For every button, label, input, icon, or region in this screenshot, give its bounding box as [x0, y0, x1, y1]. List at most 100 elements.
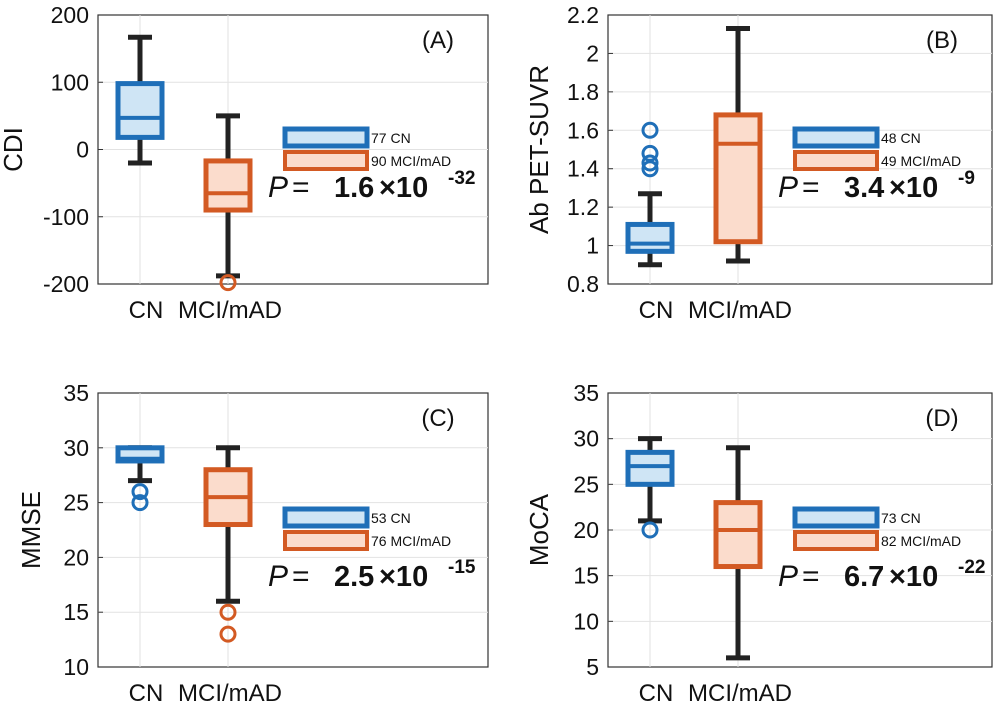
p-value: P = 3.4 ×10 -9 [778, 168, 975, 204]
legend-swatch-cn [792, 126, 880, 149]
box-mci [713, 445, 763, 661]
legend-label-cn: 77 CN [371, 130, 411, 146]
panel-d: 5 10 15 20 25 30 35 MoCA CN MCI/mAD (D) 73 CN 82 MCI… [524, 380, 993, 707]
p-value-times-ten: ×10 [889, 172, 938, 204]
legend: 53 CN 76 MCI/mAD [282, 506, 451, 551]
x-tick-label: CN [639, 680, 674, 707]
x-tick-label: CN [639, 297, 674, 324]
legend-swatch-mci [283, 530, 369, 551]
box-iqr [713, 112, 763, 245]
y-tick-label: 0.8 [567, 271, 599, 297]
box-cn [625, 121, 675, 268]
box-cn [625, 436, 675, 539]
legend: 73 CN 82 MCI/mAD [792, 506, 961, 551]
y-tick-label: -200 [43, 271, 89, 297]
x-tick-label: CN [129, 680, 164, 707]
p-value-exponent: -22 [958, 557, 985, 578]
box-cn [115, 445, 165, 512]
y-tick-label: 2.2 [567, 2, 599, 28]
outlier-point [219, 603, 237, 621]
p-value: P = 2.5 ×10 -15 [268, 557, 476, 593]
panel-c: 10 15 20 25 30 35 MMSE CN MCI/mAD (C) 53 CN 76 MCI/… [16, 380, 489, 707]
p-value-exponent: -32 [448, 168, 475, 189]
plot-frame [97, 392, 489, 668]
box-iqr [625, 449, 675, 487]
legend-label-cn: 48 CN [881, 130, 921, 146]
legend: 48 CN 49 MCI/mAD [792, 126, 961, 171]
p-value-mantissa: 2.5 [334, 561, 374, 593]
y-tick-label: 0 [76, 137, 89, 163]
box-iqr [713, 500, 763, 570]
panel-label: (A) [422, 27, 454, 54]
legend-swatch-cn [282, 506, 370, 529]
y-axis-label: MMSE [16, 491, 46, 569]
y-axis-label: Ab PET-SUVR [524, 65, 554, 234]
x-tick-label: CN [129, 297, 164, 324]
legend-swatch-mci [793, 150, 879, 171]
y-axis-label: MoCA [524, 493, 554, 566]
y-tick-label: 15 [573, 563, 599, 589]
box-mci [713, 25, 763, 264]
box-cn [115, 34, 165, 166]
p-value-equals: = [802, 171, 820, 204]
y-tick-label: 10 [573, 608, 599, 634]
p-value-symbol: P [268, 560, 288, 593]
y-tick-label: 1.8 [567, 79, 599, 105]
p-value-mantissa: 3.4 [844, 172, 884, 204]
y-tick-label: 25 [63, 490, 89, 516]
p-value-mantissa: 6.7 [844, 561, 884, 593]
box-mci [203, 113, 253, 292]
y-tick-label: 25 [573, 471, 599, 497]
y-tick-label: 35 [573, 380, 599, 406]
box-iqr [625, 221, 675, 254]
outlier-point [131, 494, 149, 512]
y-tick-label: 1.4 [567, 156, 599, 182]
p-value-symbol: P [778, 560, 798, 593]
legend: 77 CN 90 MCI/mAD [282, 126, 451, 171]
panel-label: (C) [421, 405, 454, 432]
y-tick-label: -100 [43, 204, 89, 230]
legend-label-cn: 73 CN [881, 510, 921, 526]
p-value-equals: = [802, 560, 820, 593]
legend-swatch-mci [283, 150, 369, 171]
plot-frame [607, 14, 993, 285]
x-tick-label: MCI/mAD [688, 297, 792, 324]
y-tick-label: 20 [573, 517, 599, 543]
p-value-exponent: -9 [958, 168, 975, 189]
box-iqr [203, 158, 253, 213]
panel-label: (B) [926, 27, 958, 54]
panel-a: -200 -100 0 100 200 CDI CN MCI/mAD (A) 77 CN 90 MC… [0, 2, 489, 324]
p-value: P = 6.7 ×10 -22 [778, 557, 985, 593]
panel-label: (D) [925, 405, 958, 432]
p-value-times-ten: ×10 [379, 172, 428, 204]
y-tick-label: 2 [586, 40, 599, 66]
y-tick-label: 1.6 [567, 117, 599, 143]
y-axis-label: CDI [0, 127, 28, 172]
y-tick-label: 5 [586, 654, 599, 680]
y-tick-label: 100 [51, 69, 89, 95]
p-value-times-ten: ×10 [379, 561, 428, 593]
y-tick-label: 10 [63, 654, 89, 680]
legend-label-cn: 53 CN [371, 510, 411, 526]
x-tick-label: MCI/mAD [688, 680, 792, 707]
outlier-point [641, 144, 659, 162]
panel-b: 0.8 1 1.2 1.4 1.6 1.8 2 2.2 Ab PET-SUVR CN MCI/mAD… [524, 2, 993, 324]
legend-swatch-mci [793, 530, 879, 551]
p-value-symbol: P [778, 171, 798, 204]
p-value-equals: = [292, 171, 310, 204]
outlier-point [641, 121, 659, 139]
y-tick-label: 20 [63, 544, 89, 570]
box-mci [203, 445, 253, 643]
outlier-point [219, 274, 237, 292]
y-tick-label: 1.2 [567, 194, 599, 220]
outlier-point [219, 625, 237, 643]
legend-label-mci: 90 MCI/mAD [371, 153, 451, 169]
x-tick-label: MCI/mAD [178, 297, 282, 324]
legend-swatch-cn [282, 126, 370, 149]
outlier-point [131, 483, 149, 501]
y-tick-label: 30 [573, 426, 599, 452]
box-iqr [115, 81, 165, 140]
p-value-equals: = [292, 560, 310, 593]
y-tick-label: 30 [63, 435, 89, 461]
